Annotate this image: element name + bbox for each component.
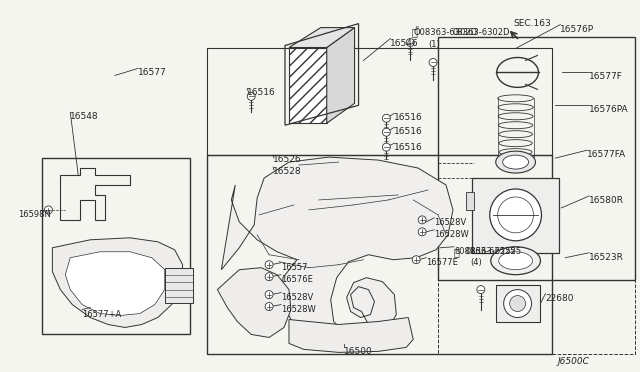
Text: 08363-6302D: 08363-6302D — [453, 28, 511, 36]
Circle shape — [265, 291, 273, 299]
Bar — [438, 36, 635, 280]
Polygon shape — [65, 252, 164, 315]
Polygon shape — [52, 238, 182, 327]
Text: 22680: 22680 — [545, 294, 574, 302]
Circle shape — [383, 128, 390, 136]
Text: Ⓢ: Ⓢ — [412, 28, 417, 38]
Text: ß08363-62525: ß08363-62525 — [454, 247, 515, 256]
Circle shape — [265, 261, 273, 269]
Ellipse shape — [491, 247, 540, 275]
Polygon shape — [289, 318, 413, 352]
Text: 16516: 16516 — [394, 113, 423, 122]
Text: Õ08363-6302D: Õ08363-6302D — [413, 28, 477, 36]
Bar — [207, 155, 552, 355]
Circle shape — [265, 273, 273, 280]
Text: 08363-62525: 08363-62525 — [466, 247, 522, 256]
Text: 16528V: 16528V — [434, 218, 467, 227]
Text: 16526: 16526 — [273, 155, 301, 164]
Text: 16546: 16546 — [390, 39, 419, 48]
Circle shape — [383, 114, 390, 122]
Text: 16516: 16516 — [394, 143, 423, 152]
Bar — [438, 280, 635, 355]
Bar — [164, 268, 193, 302]
Text: 16557: 16557 — [281, 263, 307, 272]
Bar — [496, 285, 540, 323]
Text: 16576PA: 16576PA — [589, 105, 628, 114]
Bar — [207, 48, 552, 155]
Polygon shape — [221, 157, 453, 343]
Ellipse shape — [496, 151, 536, 173]
Text: 16516: 16516 — [394, 127, 423, 136]
Circle shape — [247, 92, 255, 100]
Text: 16577E: 16577E — [426, 258, 458, 267]
Text: 16580R: 16580R — [589, 196, 624, 205]
Text: 16523R: 16523R — [589, 253, 624, 262]
Circle shape — [504, 290, 531, 318]
Circle shape — [490, 189, 541, 241]
Text: 16577F: 16577F — [589, 73, 623, 81]
Circle shape — [429, 58, 437, 67]
Ellipse shape — [499, 252, 532, 270]
Text: 16577: 16577 — [138, 68, 166, 77]
Ellipse shape — [502, 155, 529, 169]
Text: 16528: 16528 — [273, 167, 301, 176]
Circle shape — [418, 228, 426, 236]
Circle shape — [44, 206, 52, 214]
Text: 16576P: 16576P — [561, 25, 595, 33]
Bar — [42, 158, 189, 334]
Polygon shape — [289, 28, 355, 48]
Text: (4): (4) — [470, 258, 482, 267]
Text: 16577FA: 16577FA — [587, 150, 627, 159]
Text: SEC.163: SEC.163 — [514, 19, 552, 28]
Circle shape — [477, 286, 484, 294]
Text: Ⓑ: Ⓑ — [454, 247, 460, 257]
Polygon shape — [289, 48, 327, 123]
Bar — [466, 192, 474, 210]
Polygon shape — [218, 268, 291, 337]
Text: 16548: 16548 — [70, 112, 99, 121]
Circle shape — [383, 143, 390, 151]
Text: 16500: 16500 — [344, 347, 372, 356]
Text: 16577+A: 16577+A — [82, 310, 122, 318]
Text: 16598N: 16598N — [19, 210, 51, 219]
Text: 16516: 16516 — [247, 89, 276, 97]
Text: 16576E: 16576E — [281, 275, 313, 284]
Circle shape — [265, 302, 273, 311]
Polygon shape — [327, 28, 355, 123]
Circle shape — [406, 39, 414, 46]
Text: 16528V: 16528V — [281, 293, 313, 302]
Text: J6500C: J6500C — [557, 357, 589, 366]
Text: 16528W: 16528W — [281, 305, 316, 314]
Text: 16528W: 16528W — [434, 230, 469, 239]
Bar — [472, 178, 559, 253]
Text: (1): (1) — [428, 39, 440, 49]
Circle shape — [412, 256, 420, 264]
Circle shape — [418, 216, 426, 224]
Circle shape — [509, 296, 525, 311]
